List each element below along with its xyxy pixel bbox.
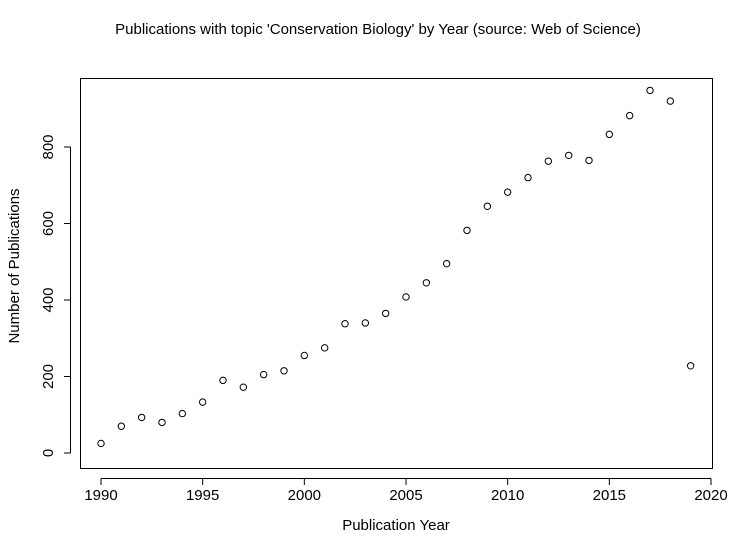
data-point (259, 370, 268, 379)
y-tick-label: 800 (40, 134, 57, 159)
x-tick-label: 1990 (84, 487, 117, 504)
data-point (117, 422, 126, 430)
chart-title: Publications with topic 'Conservation Bi… (115, 21, 641, 38)
x-tick-label: 2015 (593, 487, 626, 504)
data-point (585, 156, 593, 165)
data-point (544, 157, 553, 165)
data-point (442, 259, 451, 268)
x-tick-label: 1995 (186, 487, 219, 504)
x-tick-label: 2010 (491, 487, 524, 504)
data-point (503, 188, 512, 196)
data-point (605, 130, 614, 139)
y-tick-label: 400 (40, 287, 57, 312)
data-point (280, 367, 288, 375)
data-point (524, 173, 532, 182)
y-tick-label: 600 (40, 211, 57, 236)
data-point (320, 344, 329, 352)
data-point (198, 398, 207, 406)
data-point (361, 319, 370, 327)
y-axis: 0 200 400 600 800 (40, 134, 71, 457)
data-point (341, 320, 349, 328)
x-axis-label: Publication Year (342, 517, 450, 534)
data-point (666, 97, 675, 105)
data-point (219, 376, 227, 385)
x-tick-label: 2020 (694, 487, 727, 504)
data-point (564, 151, 573, 160)
x-axis: 1990 1995 2000 2005 2010 2015 2020 (84, 478, 728, 504)
data-point (137, 413, 146, 422)
data-point (625, 111, 634, 120)
x-tick-label: 2000 (288, 487, 321, 504)
data-points (97, 86, 695, 448)
y-tick-label: 0 (40, 449, 57, 457)
y-tick-label: 200 (40, 364, 57, 389)
data-point (422, 279, 431, 287)
data-point (158, 418, 166, 427)
plot-frame (80, 78, 713, 469)
data-point (483, 202, 492, 210)
data-point (178, 409, 187, 418)
data-point (300, 351, 309, 360)
data-point (239, 383, 248, 391)
x-tick-label: 2005 (389, 487, 422, 504)
data-point (646, 86, 654, 95)
y-axis-label: Number of Publications (6, 188, 23, 343)
data-point (463, 226, 471, 235)
data-point (381, 309, 390, 318)
data-point (97, 439, 105, 448)
data-point (686, 362, 695, 370)
data-point (402, 293, 410, 301)
